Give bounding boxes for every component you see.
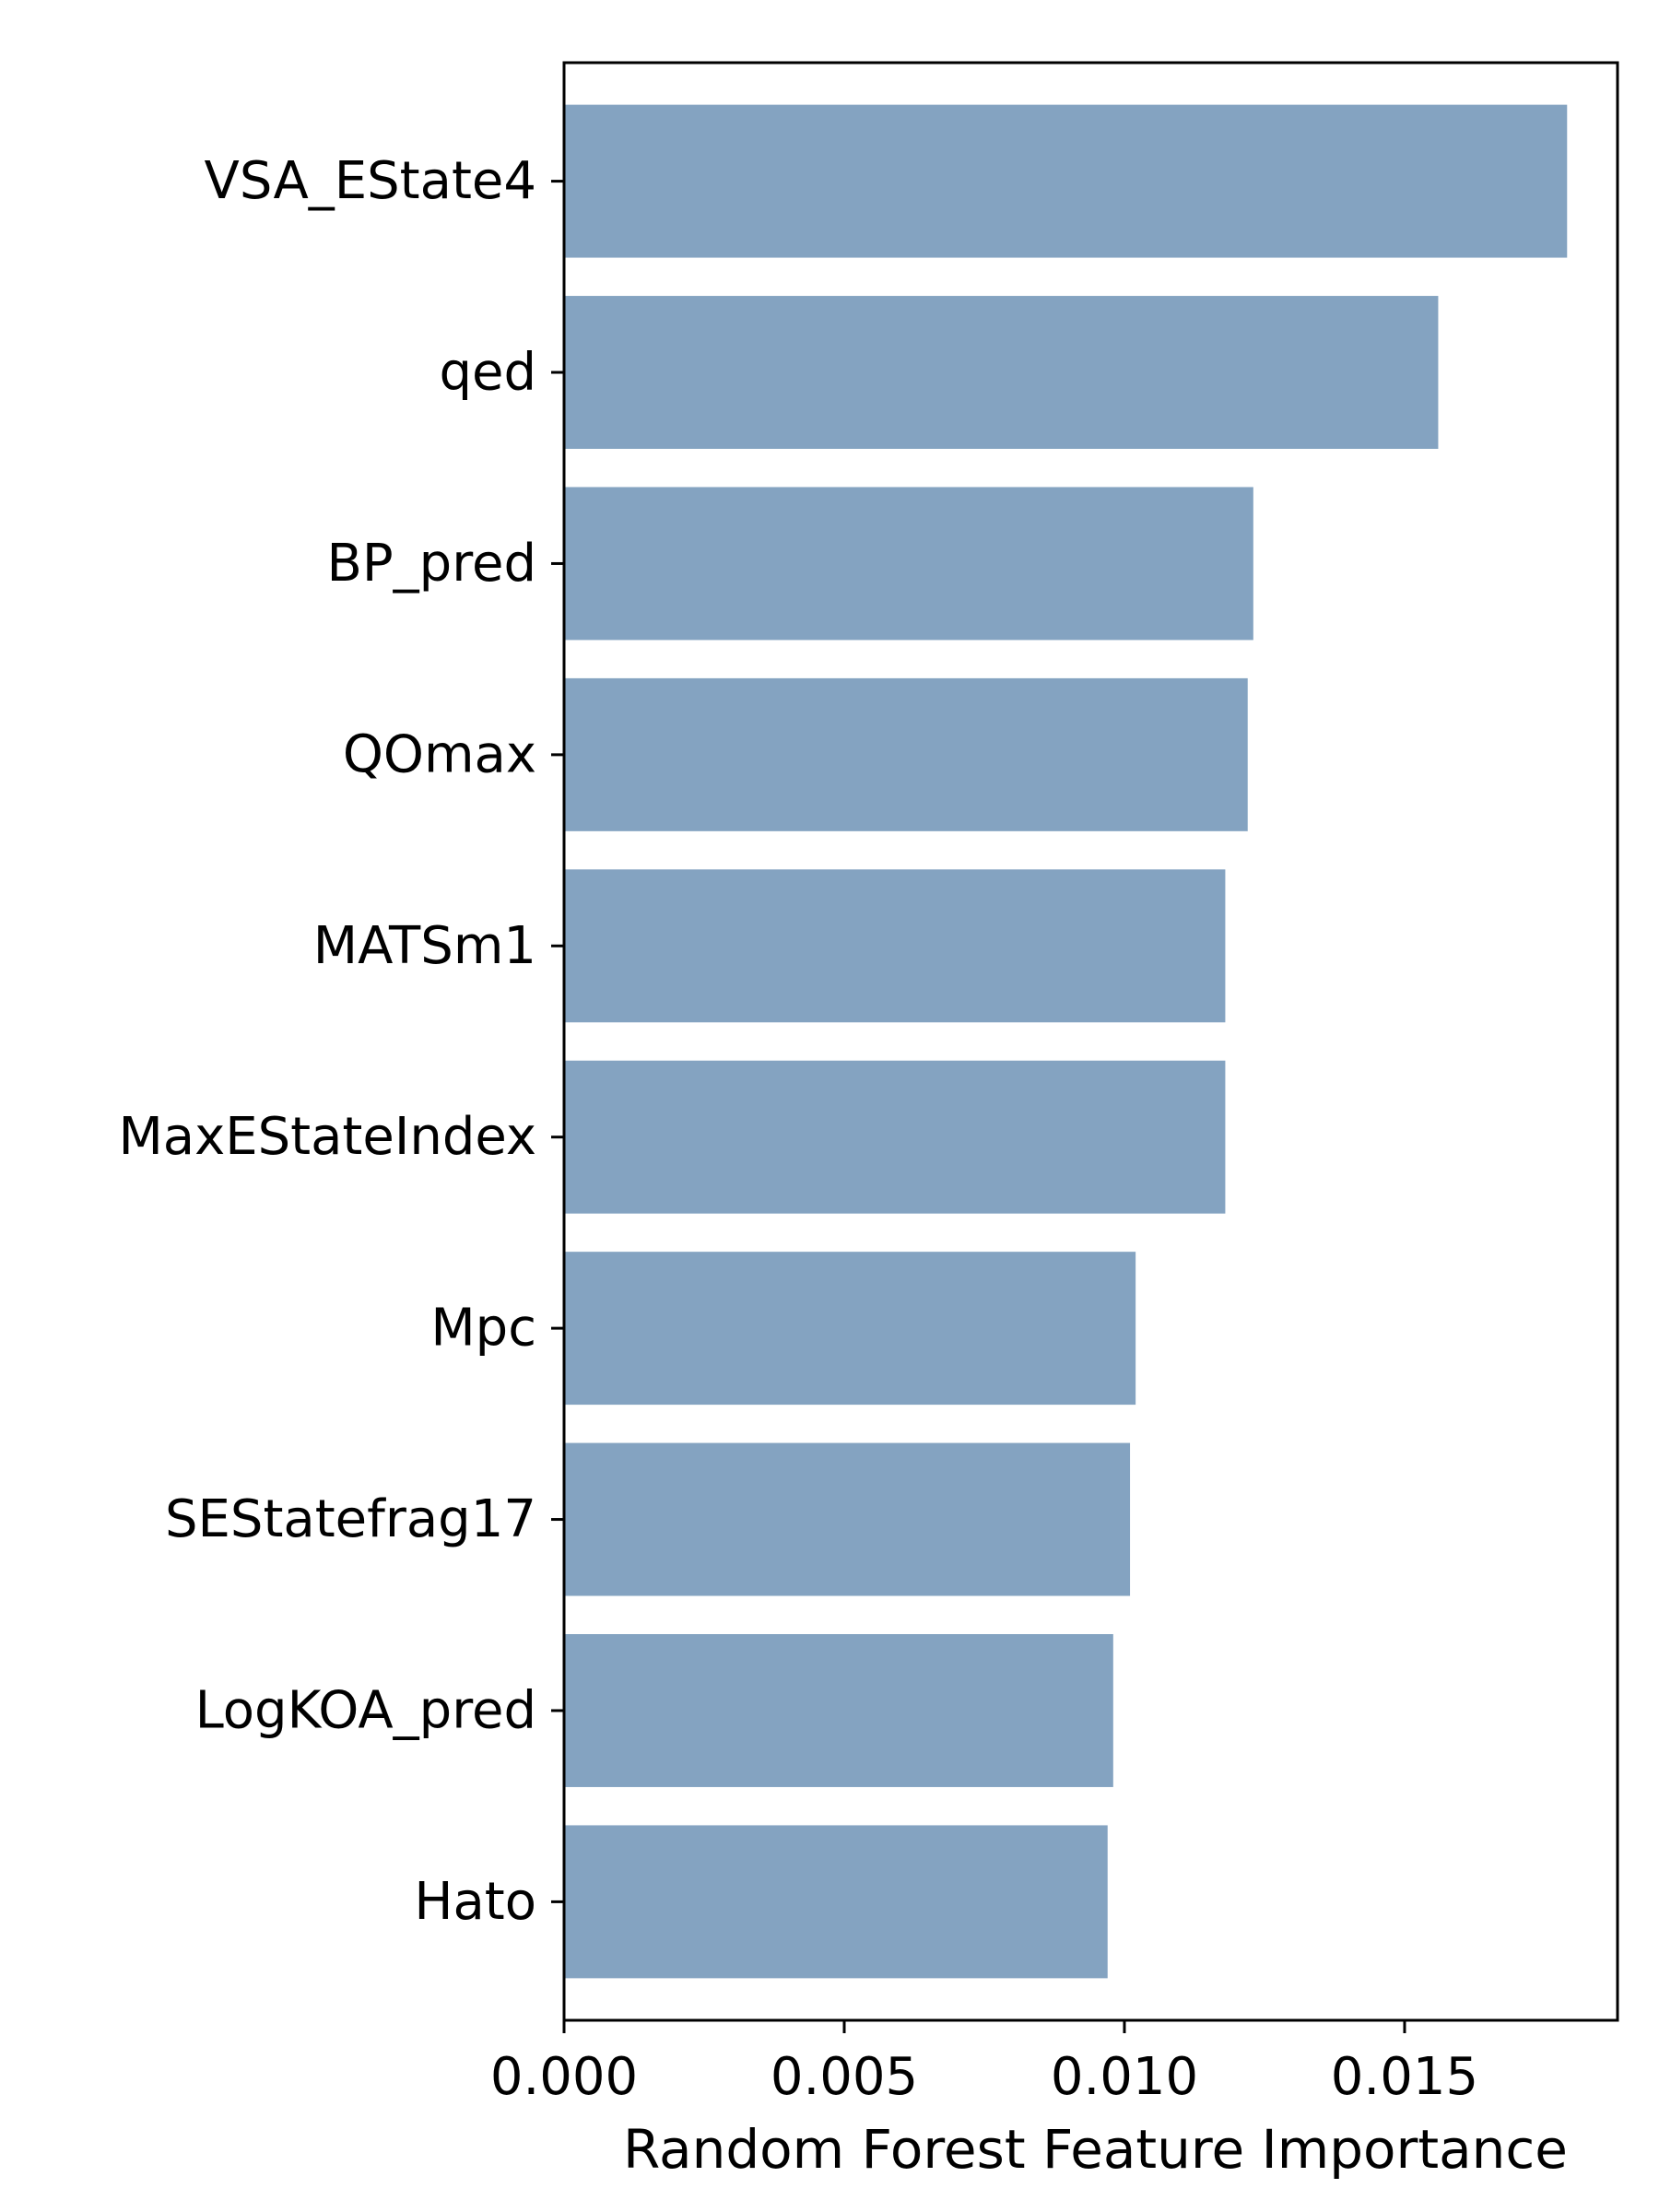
bar-BP_pred bbox=[564, 487, 1253, 641]
y-tick-label: SEStatefrag17 bbox=[165, 1489, 536, 1549]
x-axis-ticks: 0.000 0.005 0.010 0.015 bbox=[490, 2020, 1478, 2107]
plot-frame bbox=[562, 61, 1619, 2022]
y-tick-label: QOmax bbox=[343, 724, 536, 784]
x-tick-label: 0.010 bbox=[1051, 2047, 1198, 2107]
bar-LogKOA_pred bbox=[564, 1634, 1113, 1787]
y-tick-label: LogKOA_pred bbox=[195, 1680, 536, 1740]
bar-Hato bbox=[564, 1825, 1108, 1979]
y-tick-label: VSA_EState4 bbox=[205, 151, 536, 211]
y-tick-label: BP_pred bbox=[326, 534, 536, 594]
x-tick-label: 0.000 bbox=[490, 2047, 638, 2107]
x-axis-label: Random Forest Feature Importance bbox=[623, 2118, 1568, 2181]
bars-group bbox=[564, 104, 1568, 1979]
y-tick-label: Hato bbox=[414, 1872, 536, 1932]
bar-MaxEStateIndex bbox=[564, 1060, 1226, 1214]
bar-qed bbox=[564, 296, 1439, 449]
y-tick-label: qed bbox=[439, 343, 536, 403]
y-tick-label: MaxEStateIndex bbox=[118, 1107, 536, 1167]
bar-Mpc bbox=[564, 1252, 1136, 1406]
bar-VSA_EState4 bbox=[564, 104, 1568, 258]
x-tick-label: 0.015 bbox=[1331, 2047, 1478, 2107]
bar-SEStatefrag17 bbox=[564, 1442, 1131, 1596]
bar-MATSm1 bbox=[564, 869, 1226, 1023]
x-tick-label: 0.005 bbox=[771, 2047, 918, 2107]
bar-QOmax bbox=[564, 677, 1248, 831]
y-tick-label: MATSm1 bbox=[313, 916, 536, 976]
y-tick-label: Mpc bbox=[430, 1299, 536, 1359]
